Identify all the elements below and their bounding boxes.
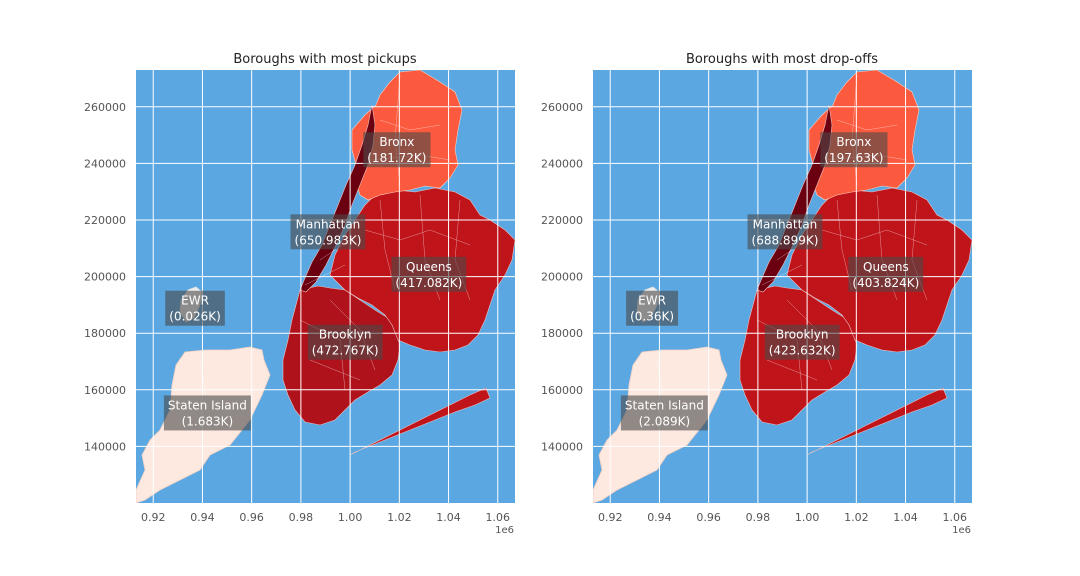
label-box xyxy=(747,214,823,250)
borough-count-label: (403.824K) xyxy=(852,276,919,290)
dropoffs-title: Boroughs with most drop-offs xyxy=(686,52,878,67)
pickups-label-brooklyn: Brooklyn (472.767K) xyxy=(307,324,383,360)
borough-count-label: (472.767K) xyxy=(312,344,379,358)
label-box xyxy=(620,395,708,431)
pickups-y-tick-label: 140000 xyxy=(84,440,126,453)
borough-count-label: (1.683K) xyxy=(182,414,234,428)
borough-name-label: Queens xyxy=(406,260,452,274)
dropoffs-label-queens: Queens (403.824K) xyxy=(848,256,924,292)
pickups-y-tick-label: 220000 xyxy=(84,214,126,227)
pickups-x-tick-label: 1.06 xyxy=(486,511,511,524)
pickups-label-manhattan: Manhattan (650.983K) xyxy=(290,214,366,250)
borough-count-label: (197.63K) xyxy=(824,151,883,165)
label-box xyxy=(626,290,679,326)
pickups-y-tick-label: 180000 xyxy=(84,327,126,340)
borough-queens-rockaway xyxy=(349,387,491,456)
dropoffs-label-bronx: Bronx (197.63K) xyxy=(820,132,888,168)
pickups-label-bronx: Bronx (181.72K) xyxy=(363,132,431,168)
pickups-y-ticks: 140000 160000 180000 200000 220000 240000 2600… xyxy=(84,101,126,454)
borough-count-label: (423.632K) xyxy=(769,344,836,358)
borough-name-label: Manhattan xyxy=(753,217,818,231)
borough-name-label: Manhattan xyxy=(296,217,361,231)
label-box xyxy=(163,395,251,431)
pickups-map-panel: Boroughs with most pickups xyxy=(84,52,515,536)
pickups-borough-labels: Bronx (181.72K) Manhattan (650.983K) Queens (… xyxy=(163,132,467,431)
dropoffs-x-tick-label: 0.94 xyxy=(647,511,672,524)
label-box xyxy=(165,290,225,326)
dropoffs-x-tick-label: 1.02 xyxy=(844,511,869,524)
pickups-x-tick-label: 1.00 xyxy=(338,511,363,524)
borough-count-label: (688.899K) xyxy=(752,233,819,247)
pickups-label-staten-island: Staten Island (1.683K) xyxy=(163,395,251,431)
label-box xyxy=(848,256,924,292)
pickups-y-tick-label: 260000 xyxy=(84,101,126,114)
borough-count-label: (0.026K) xyxy=(169,310,221,324)
pickups-title: Boroughs with most pickups xyxy=(233,52,416,67)
dropoffs-y-ticks: 140000 160000 180000 200000 220000 240000 2600… xyxy=(541,101,583,454)
borough-count-label: (650.983K) xyxy=(295,233,362,247)
dropoffs-map-panel: Boroughs with most drop-offs xyxy=(541,52,972,536)
borough-name-label: Queens xyxy=(863,260,909,274)
borough-name-label: Bronx xyxy=(836,135,871,149)
dropoffs-y-tick-label: 240000 xyxy=(541,157,583,170)
dropoffs-x-ticks: 0.92 0.94 0.96 0.98 1.00 1.02 1.04 1.06 xyxy=(598,511,967,524)
dropoffs-y-tick-label: 180000 xyxy=(541,327,583,340)
dropoffs-x-offset-label: 1e6 xyxy=(952,525,971,536)
pickups-x-offset-label: 1e6 xyxy=(495,525,514,536)
dropoffs-borough-labels: Bronx (197.63K) Manhattan (688.899K) Queens (… xyxy=(620,132,924,431)
borough-name-label: Brooklyn xyxy=(319,328,372,342)
dropoffs-y-tick-label: 200000 xyxy=(541,271,583,284)
dropoffs-x-tick-label: 0.96 xyxy=(696,511,721,524)
label-box xyxy=(290,214,366,250)
dropoffs-y-tick-label: 160000 xyxy=(541,384,583,397)
borough-queens-rockaway xyxy=(806,387,948,456)
pickups-x-tick-label: 1.04 xyxy=(436,511,461,524)
borough-count-label: (181.72K) xyxy=(367,151,426,165)
dropoffs-x-tick-label: 1.00 xyxy=(795,511,820,524)
label-box xyxy=(764,324,840,360)
dropoffs-label-ewr: EWR (0.36K) xyxy=(626,290,679,326)
label-box xyxy=(363,132,431,168)
dropoffs-x-tick-label: 1.04 xyxy=(893,511,918,524)
borough-name-label: EWR xyxy=(638,294,666,308)
dropoffs-label-manhattan: Manhattan (688.899K) xyxy=(747,214,823,250)
pickups-label-ewr: EWR (0.026K) xyxy=(165,290,225,326)
pickups-y-tick-label: 240000 xyxy=(84,157,126,170)
pickups-x-tick-label: 0.98 xyxy=(289,511,314,524)
borough-name-label: Bronx xyxy=(379,135,414,149)
dropoffs-x-tick-label: 1.06 xyxy=(943,511,968,524)
pickups-x-tick-label: 1.02 xyxy=(387,511,412,524)
dropoffs-y-tick-label: 140000 xyxy=(541,440,583,453)
borough-name-label: EWR xyxy=(181,294,209,308)
label-box xyxy=(391,256,467,292)
pickups-x-ticks: 0.92 0.94 0.96 0.98 1.00 1.02 1.04 1.06 xyxy=(141,511,510,524)
borough-name-label: Brooklyn xyxy=(776,328,829,342)
pickups-x-tick-label: 0.96 xyxy=(239,511,264,524)
pickups-x-tick-label: 0.94 xyxy=(190,511,215,524)
borough-name-label: Staten Island xyxy=(168,398,247,412)
dropoffs-label-staten-island: Staten Island (2.089K) xyxy=(620,395,708,431)
dropoffs-y-tick-label: 220000 xyxy=(541,214,583,227)
label-box xyxy=(820,132,888,168)
dropoffs-x-tick-label: 0.92 xyxy=(598,511,623,524)
dropoffs-x-tick-label: 0.98 xyxy=(746,511,771,524)
label-box xyxy=(307,324,383,360)
borough-count-label: (2.089K) xyxy=(639,414,691,428)
dropoffs-label-brooklyn: Brooklyn (423.632K) xyxy=(764,324,840,360)
pickups-y-tick-label: 160000 xyxy=(84,384,126,397)
pickups-y-tick-label: 200000 xyxy=(84,271,126,284)
pickups-x-tick-label: 0.92 xyxy=(141,511,166,524)
pickups-label-queens: Queens (417.082K) xyxy=(391,256,467,292)
borough-count-label: (417.082K) xyxy=(395,276,462,290)
borough-name-label: Staten Island xyxy=(625,398,704,412)
dropoffs-y-tick-label: 260000 xyxy=(541,101,583,114)
borough-count-label: (0.36K) xyxy=(630,310,674,324)
